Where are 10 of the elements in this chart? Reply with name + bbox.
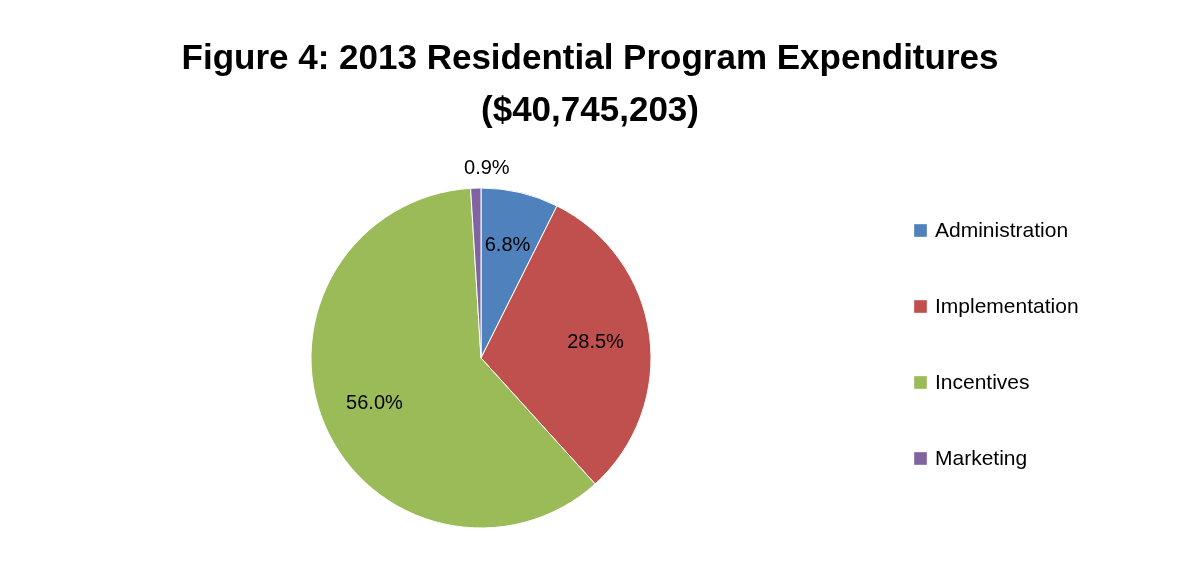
text: ($40,745,203) bbox=[481, 89, 699, 128]
data-label: 28.5% bbox=[567, 330, 625, 353]
legend-label: Administration bbox=[935, 217, 1069, 241]
legend-label: Implementation bbox=[935, 293, 1079, 317]
text: Figure 4: 2013 Residential Program Expenditures bbox=[181, 37, 999, 76]
data-label: 56.0% bbox=[346, 390, 404, 413]
legend-label: Marketing bbox=[935, 445, 1028, 469]
data-label: 6.8% bbox=[484, 233, 531, 256]
data-label: 0.9% bbox=[464, 156, 510, 179]
legend-label: Incentives bbox=[935, 369, 1030, 393]
